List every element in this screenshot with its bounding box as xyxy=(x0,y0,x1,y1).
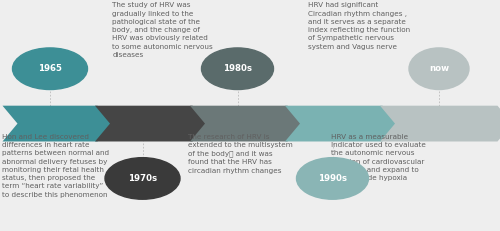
Text: Hon and Lee discovered
differences in heart rate
patterns between normal and
abn: Hon and Lee discovered differences in he… xyxy=(2,134,108,198)
Ellipse shape xyxy=(12,48,88,89)
Ellipse shape xyxy=(296,158,368,199)
Polygon shape xyxy=(380,106,500,141)
Text: HRV as a measurable
Indicator used to evaluate
the autonomic nervous
function of: HRV as a measurable Indicator used to ev… xyxy=(331,134,426,189)
Polygon shape xyxy=(2,106,112,141)
Text: 1990s: 1990s xyxy=(318,174,347,183)
Ellipse shape xyxy=(202,48,274,89)
Text: now: now xyxy=(429,64,449,73)
Text: The study of HRV was
gradually linked to the
pathological state of the
body, and: The study of HRV was gradually linked to… xyxy=(112,2,213,58)
Text: The research of HRV is
extended to the multisystem
of the body， and it was
found: The research of HRV is extended to the m… xyxy=(188,134,292,173)
Text: HRV had significant
Circadian rhythm changes ,
and it serves as a separate
index: HRV had significant Circadian rhythm cha… xyxy=(308,2,410,50)
Polygon shape xyxy=(190,106,302,141)
Polygon shape xyxy=(95,106,208,141)
Ellipse shape xyxy=(105,158,180,199)
Polygon shape xyxy=(285,106,398,141)
Text: 1970s: 1970s xyxy=(128,174,157,183)
Text: 1980s: 1980s xyxy=(223,64,252,73)
Text: 1965: 1965 xyxy=(38,64,62,73)
Ellipse shape xyxy=(409,48,469,89)
